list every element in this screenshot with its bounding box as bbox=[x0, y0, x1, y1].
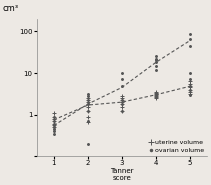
Point bbox=[120, 102, 123, 105]
Point bbox=[120, 110, 123, 113]
Point bbox=[86, 102, 89, 105]
Point bbox=[120, 95, 123, 97]
Point bbox=[52, 124, 55, 127]
Point bbox=[154, 93, 158, 96]
Point bbox=[120, 99, 123, 102]
Point bbox=[52, 128, 55, 131]
Point bbox=[188, 90, 192, 93]
Point bbox=[86, 99, 89, 102]
Point bbox=[188, 38, 192, 41]
Point bbox=[120, 78, 123, 81]
Point bbox=[154, 61, 158, 64]
Point bbox=[154, 96, 158, 99]
Point bbox=[86, 115, 89, 118]
Point bbox=[188, 82, 192, 85]
Point bbox=[154, 95, 158, 97]
Point bbox=[52, 122, 55, 125]
Point bbox=[86, 120, 89, 123]
Point bbox=[188, 84, 192, 87]
Point bbox=[120, 72, 123, 75]
Point bbox=[154, 68, 158, 71]
Point bbox=[86, 95, 89, 97]
Point bbox=[86, 121, 89, 124]
Point bbox=[188, 84, 192, 87]
Point bbox=[188, 33, 192, 36]
Point bbox=[86, 99, 89, 102]
Point bbox=[86, 142, 89, 145]
Point bbox=[154, 90, 158, 93]
Point bbox=[120, 97, 123, 100]
Point bbox=[86, 102, 89, 105]
Point bbox=[154, 55, 158, 58]
Point bbox=[154, 59, 158, 62]
Point bbox=[52, 126, 55, 129]
Point bbox=[188, 72, 192, 75]
Point bbox=[52, 124, 55, 127]
Point bbox=[120, 110, 123, 113]
Point bbox=[188, 79, 192, 82]
Point bbox=[154, 92, 158, 95]
Point bbox=[120, 101, 123, 104]
Point bbox=[52, 120, 55, 123]
Point bbox=[86, 97, 89, 100]
Point bbox=[86, 106, 89, 109]
Point bbox=[120, 102, 123, 105]
Point bbox=[154, 57, 158, 60]
Point bbox=[52, 111, 55, 114]
Point bbox=[154, 64, 158, 67]
Point bbox=[154, 93, 158, 96]
Point bbox=[52, 115, 55, 118]
Point bbox=[52, 115, 55, 118]
Point bbox=[188, 88, 192, 91]
Point bbox=[188, 92, 192, 95]
Point bbox=[188, 88, 192, 91]
Point bbox=[188, 93, 192, 96]
Text: cm³: cm³ bbox=[3, 4, 19, 13]
Legend: uterine volume, ovarian volume: uterine volume, ovarian volume bbox=[150, 140, 204, 153]
Point bbox=[120, 84, 123, 87]
Point bbox=[52, 120, 55, 123]
Point bbox=[188, 44, 192, 47]
Point bbox=[52, 130, 55, 133]
Point bbox=[86, 101, 89, 104]
Point bbox=[52, 122, 55, 125]
Point bbox=[120, 106, 123, 109]
X-axis label: Tanner
score: Tanner score bbox=[110, 168, 134, 181]
Point bbox=[52, 126, 55, 129]
Point bbox=[52, 132, 55, 135]
Point bbox=[86, 92, 89, 95]
Point bbox=[86, 110, 89, 113]
Point bbox=[188, 78, 192, 81]
Point bbox=[52, 117, 55, 120]
Point bbox=[86, 110, 89, 113]
Point bbox=[120, 99, 123, 102]
Point bbox=[154, 97, 158, 100]
Point bbox=[188, 86, 192, 89]
